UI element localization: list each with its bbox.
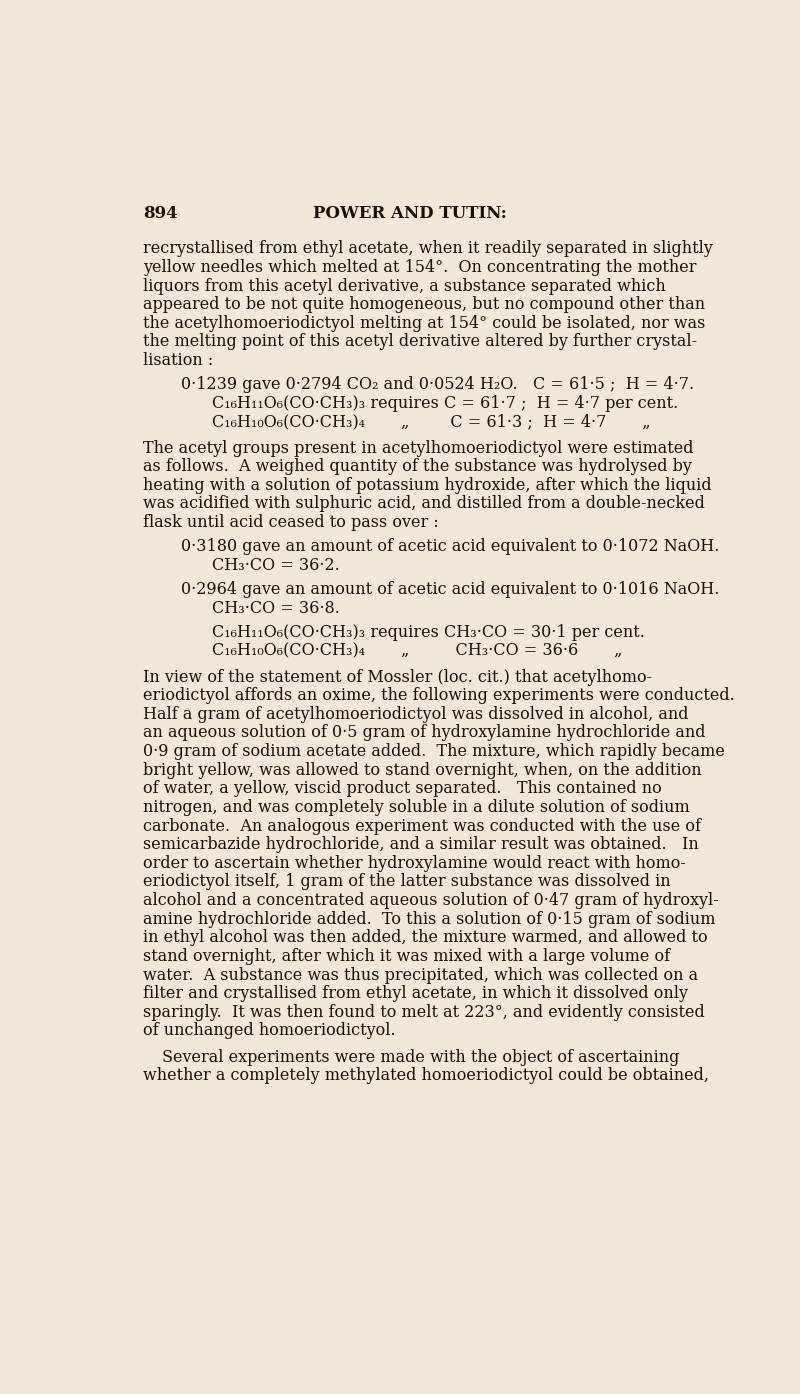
Text: C₁₆H₁₁O₆(CO·CH₃)₃ requires CH₃·CO = 30·1 per cent.: C₁₆H₁₁O₆(CO·CH₃)₃ requires CH₃·CO = 30·1… xyxy=(211,625,645,641)
Text: C₁₆H₁₀O₆(CO·CH₃)₄       „         CH₃·CO = 36·6       „: C₁₆H₁₀O₆(CO·CH₃)₄ „ CH₃·CO = 36·6 „ xyxy=(211,643,622,659)
Text: nitrogen, and was completely soluble in a dilute solution of sodium: nitrogen, and was completely soluble in … xyxy=(143,799,690,815)
Text: yellow needles which melted at 154°.  On concentrating the mother: yellow needles which melted at 154°. On … xyxy=(143,259,697,276)
Text: semicarbazide hydrochloride, and a similar result was obtained.   In: semicarbazide hydrochloride, and a simil… xyxy=(143,836,699,853)
Text: 894: 894 xyxy=(143,205,178,222)
Text: Half a gram of acetylhomoeriodictyol was dissolved in alcohol, and: Half a gram of acetylhomoeriodictyol was… xyxy=(143,705,689,723)
Text: POWER AND TUTIN:: POWER AND TUTIN: xyxy=(313,205,507,222)
Text: of water, a yellow, viscid product separated.   This contained no: of water, a yellow, viscid product separ… xyxy=(143,781,662,797)
Text: amine hydrochloride added.  To this a solution of 0·15 gram of sodium: amine hydrochloride added. To this a sol… xyxy=(143,910,716,927)
Text: recrystallised from ethyl acetate, when it readily separated in slightly: recrystallised from ethyl acetate, when … xyxy=(143,240,714,258)
Text: CH₃·CO = 36·2.: CH₃·CO = 36·2. xyxy=(211,556,339,574)
Text: appeared to be not quite homogeneous, but no compound other than: appeared to be not quite homogeneous, bu… xyxy=(143,296,706,314)
Text: eriodictyol itself, 1 gram of the latter substance was dissolved in: eriodictyol itself, 1 gram of the latter… xyxy=(143,874,671,891)
Text: liquors from this acetyl derivative, a substance separated which: liquors from this acetyl derivative, a s… xyxy=(143,277,666,294)
Text: sparingly.  It was then found to melt at 223°, and evidently consisted: sparingly. It was then found to melt at … xyxy=(143,1004,705,1020)
Text: 0·1239 gave 0·2794 CO₂ and 0·0524 H₂O.   C = 61·5 ;  H = 4·7.: 0·1239 gave 0·2794 CO₂ and 0·0524 H₂O. C… xyxy=(181,376,694,393)
Text: Several experiments were made with the object of ascertaining: Several experiments were made with the o… xyxy=(162,1048,679,1065)
Text: filter and crystallised from ethyl acetate, in which it dissolved only: filter and crystallised from ethyl aceta… xyxy=(143,986,688,1002)
Text: the acetylhomoeriodictyol melting at 154° could be isolated, nor was: the acetylhomoeriodictyol melting at 154… xyxy=(143,315,706,332)
Text: alcohol and a concentrated aqueous solution of 0·47 gram of hydroxyl-: alcohol and a concentrated aqueous solut… xyxy=(143,892,719,909)
Text: water.  A substance was thus precipitated, which was collected on a: water. A substance was thus precipitated… xyxy=(143,966,698,984)
Text: C₁₆H₁₁O₆(CO·CH₃)₃ requires C = 61·7 ;  H = 4·7 per cent.: C₁₆H₁₁O₆(CO·CH₃)₃ requires C = 61·7 ; H … xyxy=(211,395,678,411)
Text: stand overnight, after which it was mixed with a large volume of: stand overnight, after which it was mixe… xyxy=(143,948,670,965)
Text: 0·3180 gave an amount of acetic acid equivalent to 0·1072 NaOH.: 0·3180 gave an amount of acetic acid equ… xyxy=(181,538,719,555)
Text: C₁₆H₁₀O₆(CO·CH₃)₄       „        C = 61·3 ;  H = 4·7       „: C₁₆H₁₀O₆(CO·CH₃)₄ „ C = 61·3 ; H = 4·7 „ xyxy=(211,414,650,431)
Text: whether a completely methylated homoeriodictyol could be obtained,: whether a completely methylated homoerio… xyxy=(143,1068,710,1085)
Text: order to ascertain whether hydroxylamine would react with homo-: order to ascertain whether hydroxylamine… xyxy=(143,855,686,871)
Text: 0·2964 gave an amount of acetic acid equivalent to 0·1016 NaOH.: 0·2964 gave an amount of acetic acid equ… xyxy=(181,581,719,598)
Text: of unchanged homoeriodictyol.: of unchanged homoeriodictyol. xyxy=(143,1022,396,1040)
Text: The acetyl groups present in acetylhomoeriodictyol were estimated: The acetyl groups present in acetylhomoe… xyxy=(143,439,694,457)
Text: eriodictyol affords an oxime, the following experiments were conducted.: eriodictyol affords an oxime, the follow… xyxy=(143,687,735,704)
Text: as follows.  A weighed quantity of the substance was hydrolysed by: as follows. A weighed quantity of the su… xyxy=(143,459,692,475)
Text: the melting point of this acetyl derivative altered by further crystal-: the melting point of this acetyl derivat… xyxy=(143,333,698,350)
Text: an aqueous solution of 0·5 gram of hydroxylamine hydrochloride and: an aqueous solution of 0·5 gram of hydro… xyxy=(143,725,706,742)
Text: in ethyl alcohol was then added, the mixture warmed, and allowed to: in ethyl alcohol was then added, the mix… xyxy=(143,930,708,947)
Text: CH₃·CO = 36·8.: CH₃·CO = 36·8. xyxy=(211,599,339,616)
Text: In view of the statement of Mossler (loc. cit.) that acetylhomo-: In view of the statement of Mossler (loc… xyxy=(143,669,653,686)
Text: was acidified with sulphuric acid, and distilled from a double-necked: was acidified with sulphuric acid, and d… xyxy=(143,495,706,513)
Text: heating with a solution of potassium hydroxide, after which the liquid: heating with a solution of potassium hyd… xyxy=(143,477,712,493)
Text: flask until acid ceased to pass over :: flask until acid ceased to pass over : xyxy=(143,514,439,531)
Text: bright yellow, was allowed to stand overnight, when, on the addition: bright yellow, was allowed to stand over… xyxy=(143,761,702,779)
Text: 0·9 gram of sodium acetate added.  The mixture, which rapidly became: 0·9 gram of sodium acetate added. The mi… xyxy=(143,743,726,760)
Text: carbonate.  An analogous experiment was conducted with the use of: carbonate. An analogous experiment was c… xyxy=(143,818,702,835)
Text: lisation :: lisation : xyxy=(143,353,214,369)
